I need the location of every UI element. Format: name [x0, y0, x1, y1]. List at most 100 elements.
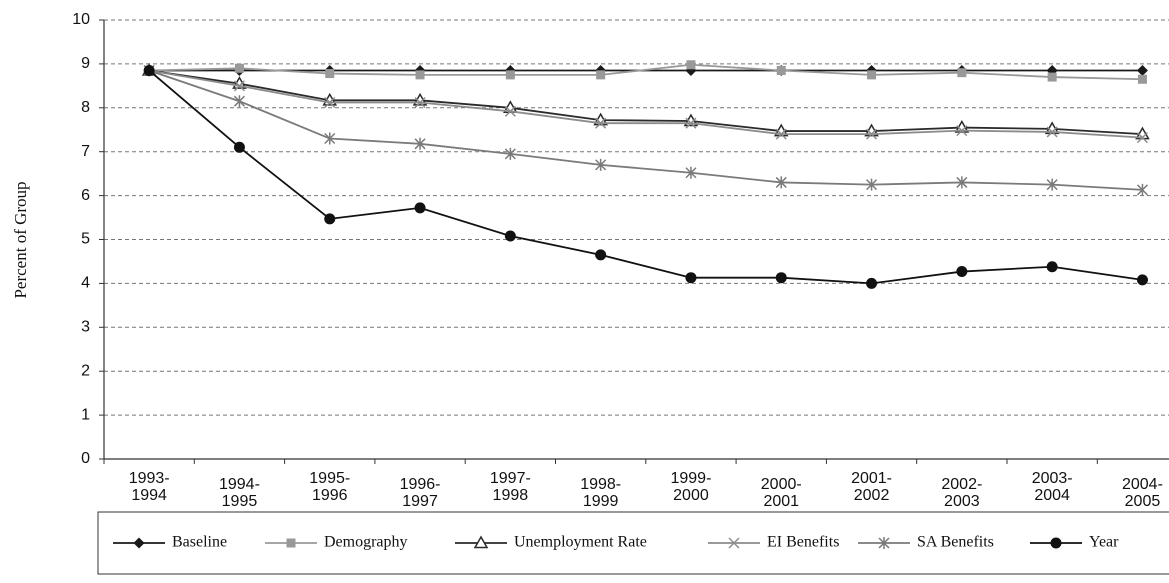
x-tick-label-line: 1996 [312, 487, 348, 504]
marker-shape [1046, 261, 1058, 273]
legend-label: Year [1089, 534, 1119, 551]
marker [1046, 126, 1058, 138]
x-tick-label-line: 1996- [400, 476, 441, 493]
marker [325, 69, 335, 79]
marker-shape [233, 141, 245, 153]
marker [324, 213, 336, 225]
x-tick-label-line: 1994 [131, 487, 167, 504]
series-line [148, 69, 1143, 191]
x-tick-label-line: 2002 [854, 487, 890, 504]
marker-shape [324, 97, 336, 109]
marker-shape [1137, 74, 1147, 84]
x-tick-label-line: 2003 [944, 493, 980, 510]
series-line [149, 63, 1143, 81]
marker-shape [1136, 183, 1148, 196]
x-tick-label: 1993-1994 [129, 470, 170, 504]
legend-label: Demography [324, 534, 408, 551]
x-tick-label: 2003-2004 [1032, 470, 1073, 504]
marker [1047, 72, 1057, 82]
marker [414, 97, 426, 109]
x-tick-label-line: 1993- [129, 470, 170, 487]
y-tick-label: 0 [81, 450, 90, 467]
marker [1136, 183, 1148, 196]
y-tick-label: 1 [81, 406, 90, 423]
x-tick-label-line: 1999 [583, 493, 619, 510]
marker-shape [957, 68, 967, 78]
marker [1046, 261, 1058, 273]
marker [596, 70, 606, 80]
marker-shape [473, 535, 489, 549]
x-tick-label: 2001-2002 [851, 470, 892, 504]
x-tick-label-line: 2001 [763, 493, 799, 510]
marker [866, 178, 878, 191]
marker-shape [414, 137, 426, 150]
y-tick-label: 8 [81, 99, 90, 116]
marker [1050, 537, 1062, 549]
marker [504, 147, 516, 160]
marker [866, 277, 878, 289]
x-tick-label: 2000-2001 [761, 476, 802, 510]
x-tick-label-line: 2003- [1032, 470, 1073, 487]
x-tick-label-line: 1995 [222, 493, 258, 510]
y-tick-label: 10 [72, 11, 90, 28]
marker [414, 137, 426, 150]
marker-shape [504, 230, 516, 242]
marker [143, 64, 155, 76]
series-line [148, 69, 1143, 139]
marker [595, 117, 607, 129]
marker-shape [414, 97, 426, 109]
marker-shape [1050, 537, 1062, 549]
series-line [148, 69, 1143, 285]
marker-shape [866, 128, 878, 140]
marker [776, 65, 786, 75]
marker [1136, 274, 1148, 286]
marker [414, 202, 426, 214]
marker [867, 70, 877, 80]
marker-shape [685, 117, 697, 129]
marker-shape [1136, 274, 1148, 286]
marker [1046, 178, 1058, 191]
marker-shape [866, 277, 878, 289]
marker-shape [286, 538, 296, 548]
marker-shape [1046, 126, 1058, 138]
marker-shape [324, 132, 336, 145]
y-tick-label: 9 [81, 55, 90, 72]
marker [595, 158, 607, 171]
x-tick-label: 2004-2005 [1122, 476, 1163, 510]
x-tick-label-line: 1998- [580, 476, 621, 493]
marker-shape [233, 95, 245, 108]
x-tick-label: 1996-1997 [400, 476, 441, 510]
marker-shape [775, 176, 787, 189]
x-tick-label-line: 1995- [309, 470, 350, 487]
marker-shape [504, 105, 516, 117]
y-axis-label: Percent of Group [11, 181, 30, 298]
marker [233, 80, 245, 92]
x-tick-label-line: 1997 [402, 493, 438, 510]
marker [286, 538, 296, 548]
y-tick-label: 7 [81, 143, 90, 160]
y-tick-label: 4 [81, 275, 90, 292]
marker [956, 125, 968, 137]
marker [685, 117, 697, 129]
marker [324, 97, 336, 109]
marker [957, 68, 967, 78]
x-tick-label-line: 2001- [851, 470, 892, 487]
marker-shape [324, 213, 336, 225]
marker [685, 166, 697, 179]
legend-label: Baseline [172, 534, 227, 551]
marker-shape [685, 166, 697, 179]
x-tick-label-line: 2004- [1122, 476, 1163, 493]
x-tick-label: 1995-1996 [309, 470, 350, 504]
x-tick-label: 1999-2000 [670, 470, 711, 504]
marker-shape [1136, 64, 1148, 76]
marker [234, 63, 244, 73]
marker [504, 230, 516, 242]
marker [324, 132, 336, 145]
marker-shape [504, 147, 516, 160]
marker [504, 105, 516, 117]
marker-shape [505, 70, 515, 80]
marker-shape [956, 125, 968, 137]
marker-shape [867, 70, 877, 80]
y-tick-label: 6 [81, 187, 90, 204]
